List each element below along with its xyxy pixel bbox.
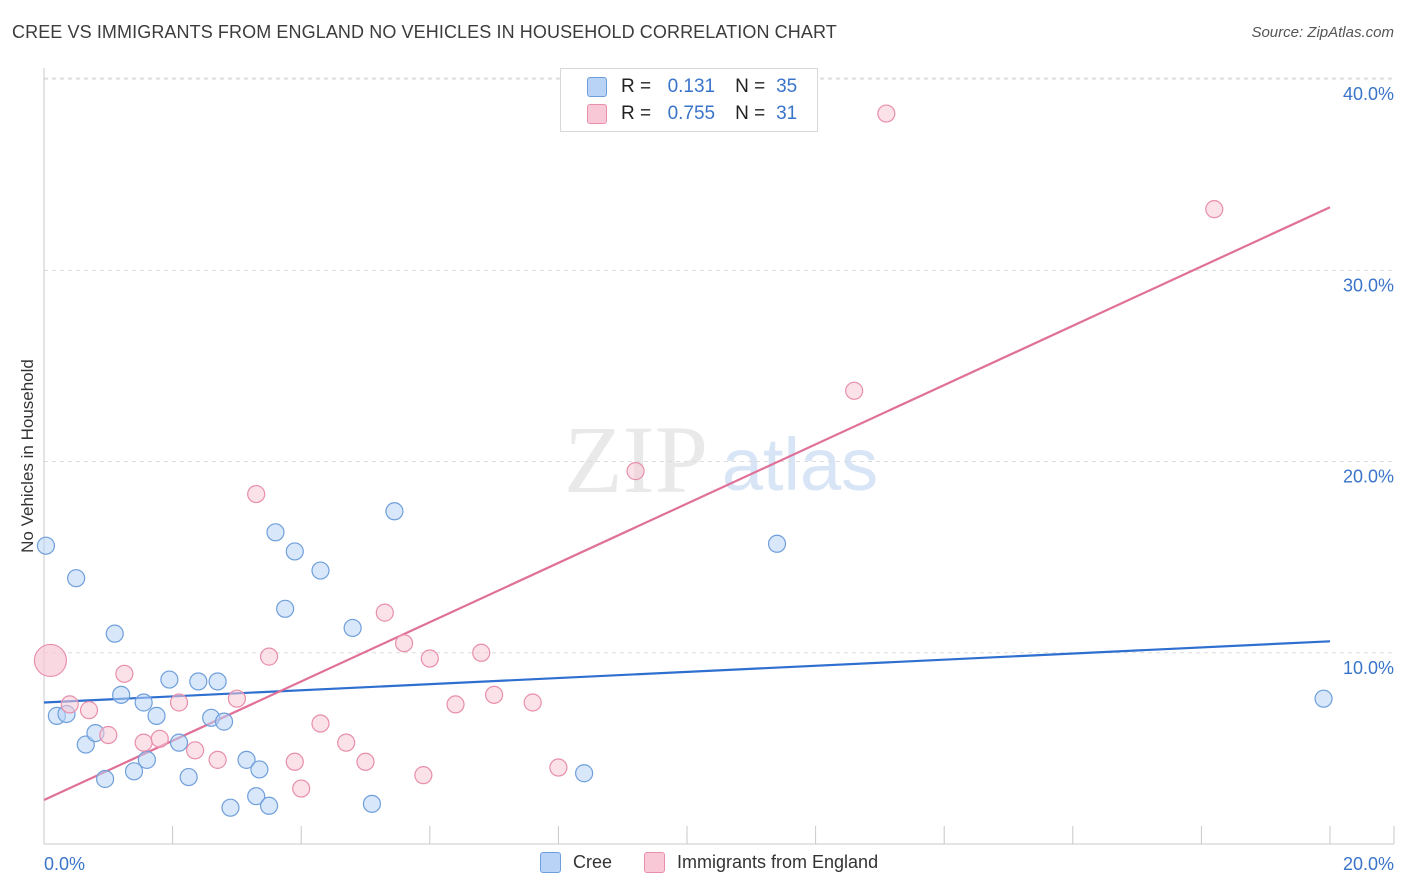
point-england-30 (1205, 200, 1224, 219)
point-england-2 (79, 701, 99, 720)
y-tick-label-20: 20.0% (1343, 467, 1394, 487)
point-cree-11 (137, 750, 156, 769)
point-cree-30 (362, 794, 382, 813)
point-cree-13 (160, 670, 179, 689)
point-cree-10 (134, 693, 153, 712)
trend-line-england (43, 206, 1331, 802)
point-cree-28 (311, 561, 330, 580)
y-tick-label-40: 40.0% (1343, 84, 1394, 104)
point-cree-3 (67, 569, 86, 588)
point-cree-9 (124, 762, 144, 781)
legend: R = 0.131 N = 35 R = 0.755 N = 31 (560, 68, 818, 132)
point-england-21 (420, 649, 439, 668)
point-cree-6 (95, 769, 115, 789)
point-england-18 (375, 603, 394, 622)
chart-title: CREE VS IMMIGRANTS FROM ENGLAND NO VEHIC… (12, 22, 837, 42)
legend-n-label: N = (735, 103, 766, 124)
point-england-8 (186, 741, 205, 760)
legend-swatch-england (587, 104, 607, 124)
point-england-12 (259, 647, 279, 666)
bottom-legend-swatch-england (644, 852, 665, 873)
x-tick-label-min: 0.0% (44, 854, 85, 874)
point-england-5 (134, 733, 153, 752)
point-england-3 (99, 725, 118, 745)
point-england-22 (446, 695, 465, 714)
watermark-atlas: atlas (722, 423, 878, 506)
point-england-24 (485, 685, 504, 704)
point-cree-34 (1314, 689, 1333, 708)
legend-r-value-england: 0.755 (667, 103, 716, 124)
point-cree-29 (343, 618, 362, 638)
legend-n-label: N = (735, 76, 766, 97)
point-england-0 (33, 643, 68, 678)
point-cree-26 (276, 599, 295, 618)
point-cree-7 (105, 624, 124, 643)
point-england-15 (311, 714, 330, 733)
point-england-17 (356, 752, 375, 771)
bottom-legend-label-cree: Cree (573, 852, 613, 872)
legend-r-label: R = (621, 76, 652, 97)
point-england-13 (285, 752, 304, 771)
point-england-27 (626, 462, 645, 481)
point-england-20 (414, 766, 433, 785)
point-cree-33 (767, 534, 787, 553)
point-england-10 (227, 689, 246, 708)
point-cree-25 (266, 523, 285, 542)
trend-line-cree (43, 640, 1331, 704)
point-england-29 (877, 104, 896, 123)
point-england-9 (208, 750, 227, 769)
point-cree-15 (179, 767, 198, 787)
point-cree-8 (112, 685, 131, 704)
point-cree-20 (221, 798, 240, 817)
legend-swatch-cree (587, 77, 607, 97)
point-england-26 (549, 758, 568, 777)
point-cree-12 (147, 706, 166, 725)
legend-r-value-cree: 0.131 (667, 76, 716, 97)
legend-row-cree: R = 0.131 N = 35 (587, 75, 797, 99)
point-cree-18 (208, 672, 227, 691)
y-tick-label-30: 30.0% (1343, 275, 1394, 295)
point-england-4 (115, 664, 134, 683)
point-england-7 (169, 693, 189, 712)
y-axis-label: No Vehicles in Household (18, 359, 37, 553)
watermark-zip: ZIP (564, 406, 708, 513)
point-cree-21 (237, 750, 256, 769)
point-cree-27 (285, 542, 304, 561)
point-england-6 (150, 729, 169, 748)
legend-row-england: R = 0.755 N = 31 (587, 102, 797, 126)
bottom-legend-england: Immigrants from England (644, 852, 878, 873)
point-england-28 (845, 381, 864, 400)
point-england-25 (523, 693, 542, 712)
point-cree-32 (575, 764, 594, 783)
legend-n-value-england: 31 (776, 103, 798, 124)
bottom-legend-swatch-cree (540, 852, 561, 873)
legend-n-value-cree: 35 (776, 76, 798, 97)
y-tick-label-10: 10.0% (1343, 658, 1394, 678)
bottom-legend: Cree Immigrants from England (0, 852, 1406, 878)
x-tick-label-max: 20.0% (1343, 854, 1394, 874)
point-england-23 (472, 643, 491, 662)
legend-r-label: R = (621, 103, 652, 124)
point-cree-0 (36, 536, 56, 555)
point-cree-14 (169, 733, 189, 752)
point-cree-19 (214, 712, 234, 731)
point-england-19 (394, 634, 414, 653)
point-england-11 (247, 484, 266, 504)
point-cree-16 (189, 672, 208, 691)
source-label: Source: ZipAtlas.com (1251, 24, 1394, 41)
point-cree-23 (250, 760, 269, 779)
point-england-14 (292, 779, 311, 798)
watermark: ZIP atlas (564, 406, 878, 513)
point-england-16 (337, 733, 356, 752)
bottom-legend-cree: Cree (540, 852, 612, 873)
point-cree-31 (385, 502, 404, 521)
point-england-1 (60, 695, 79, 714)
bottom-legend-label-england: Immigrants from England (677, 852, 879, 872)
point-cree-24 (259, 796, 279, 815)
point-cree-22 (247, 787, 266, 806)
